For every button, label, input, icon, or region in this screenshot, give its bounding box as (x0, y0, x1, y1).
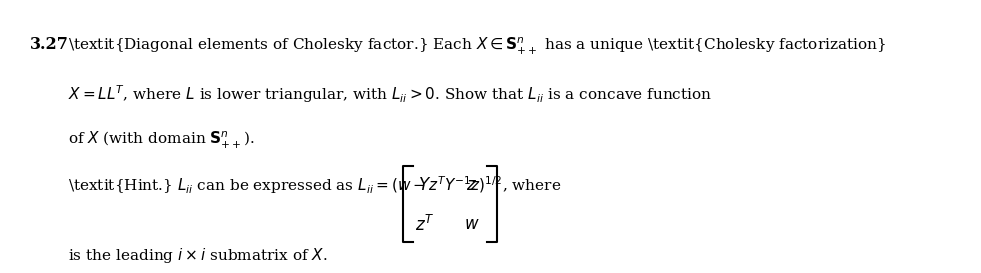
Text: of $X$ (with domain $\mathbf{S}^n_{++}$).: of $X$ (with domain $\mathbf{S}^n_{++}$)… (69, 130, 255, 151)
Text: $X = LL^T$, where $L$ is lower triangular, with $L_{ii} > 0$. Show that $L_{ii}$: $X = LL^T$, where $L$ is lower triangula… (69, 83, 712, 105)
Text: $z^T$: $z^T$ (415, 215, 435, 235)
Text: $Y$: $Y$ (418, 177, 431, 194)
Text: is the leading $i \times i$ submatrix of $X$.: is the leading $i \times i$ submatrix of… (69, 246, 329, 265)
Text: $z$: $z$ (466, 177, 477, 194)
Text: 3.27: 3.27 (29, 36, 69, 53)
Text: $w$: $w$ (464, 216, 480, 233)
Text: \textit{Hint.} $L_{ii}$ can be expressed as $L_{ii} = (w - z^T Y^{-1} z)^{1/2}$,: \textit{Hint.} $L_{ii}$ can be expressed… (69, 175, 562, 197)
Text: \textit{Diagonal elements of Cholesky factor.} Each $X \in \mathbf{S}^n_{++}$ ha: \textit{Diagonal elements of Cholesky fa… (69, 36, 887, 57)
